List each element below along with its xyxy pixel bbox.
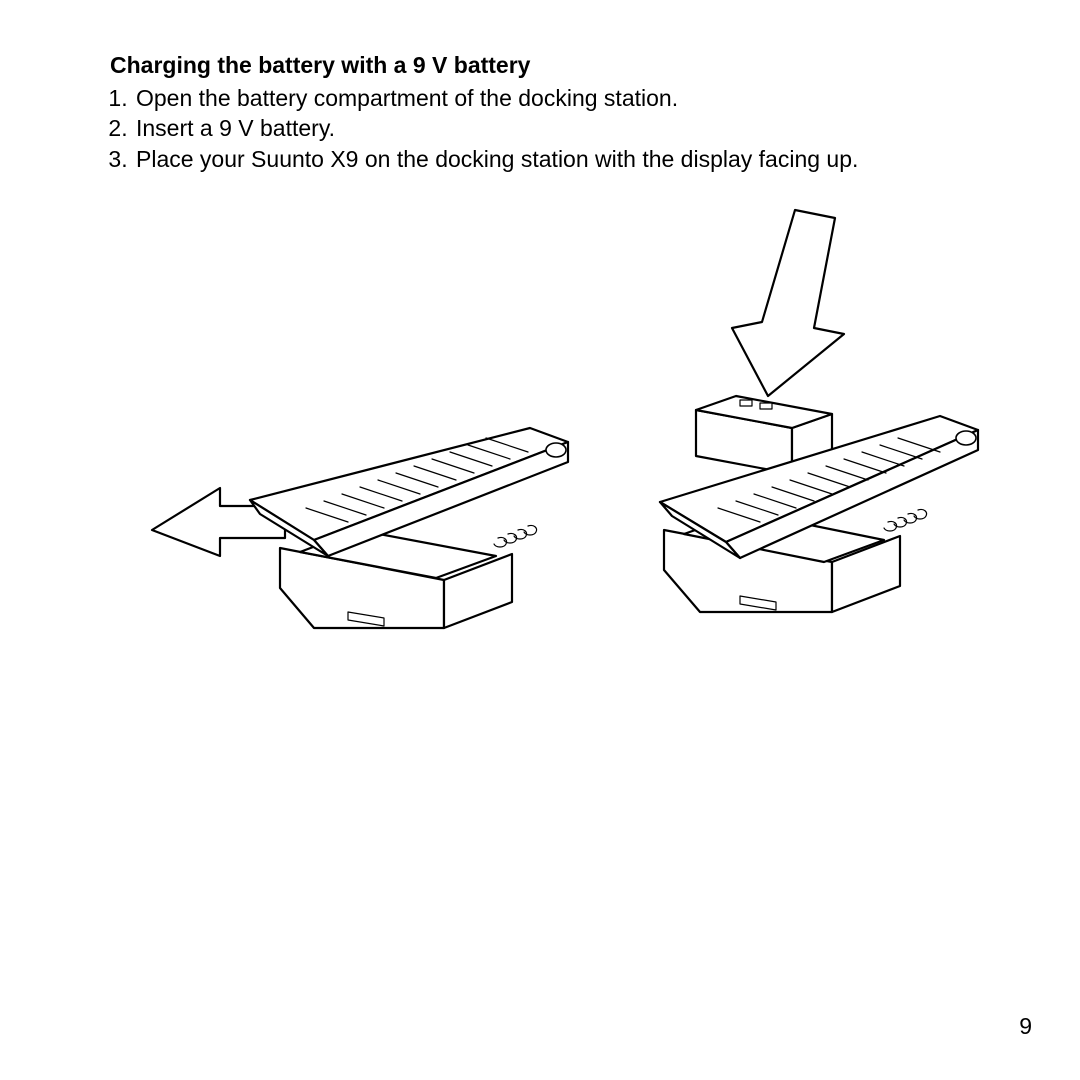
page-number: 9 xyxy=(1019,1013,1032,1040)
step-3: Place your Suunto X9 on the docking stat… xyxy=(134,144,990,174)
figure-insert-battery xyxy=(600,200,1020,650)
section-heading: Charging the battery with a 9 V battery xyxy=(110,50,990,81)
figure-open-compartment xyxy=(100,380,580,650)
insert-arrow-icon xyxy=(732,210,844,396)
instruction-steps: Open the battery compartment of the dock… xyxy=(110,83,990,174)
step-1: Open the battery compartment of the dock… xyxy=(134,83,990,113)
step-2: Insert a 9 V battery. xyxy=(134,113,990,143)
manual-page: Charging the battery with a 9 V battery … xyxy=(0,0,1080,1080)
dock-lid xyxy=(250,428,568,556)
figures-area xyxy=(0,190,1080,750)
